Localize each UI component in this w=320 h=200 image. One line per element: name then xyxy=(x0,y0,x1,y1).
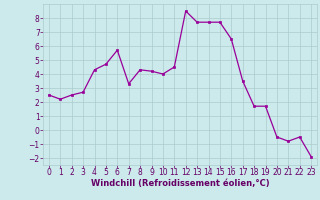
X-axis label: Windchill (Refroidissement éolien,°C): Windchill (Refroidissement éolien,°C) xyxy=(91,179,269,188)
